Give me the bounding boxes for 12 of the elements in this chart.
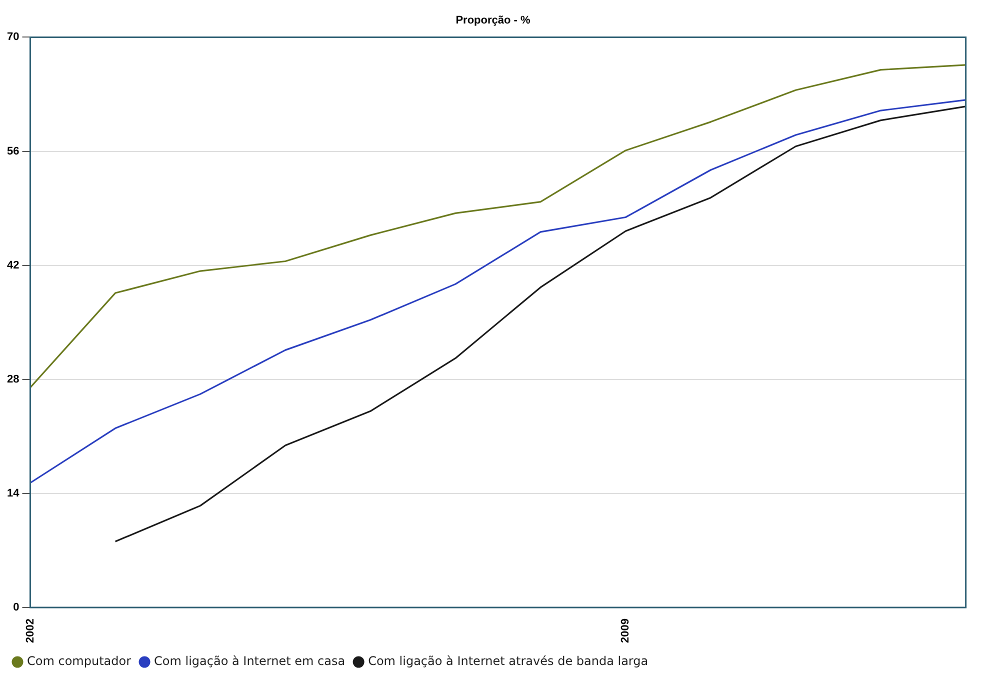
y-tick-label: 42 [6, 259, 20, 272]
y-tick-label: 28 [6, 373, 20, 386]
y-tick-label: 0 [13, 602, 20, 614]
y-tick-label: 56 [6, 145, 20, 158]
legend-label: Com ligação à Internet em casa [154, 654, 346, 668]
legend-label: Com computador [27, 654, 132, 668]
x-tick-label: 2002 [24, 618, 36, 644]
y-tick-label: 70 [6, 31, 20, 44]
y-tick-label: 14 [6, 487, 20, 500]
legend-label: Com ligação à Internet através de banda larga [368, 654, 648, 668]
chart-title: Proporção - % [456, 14, 530, 27]
x-tick-label: 2009 [620, 618, 632, 644]
